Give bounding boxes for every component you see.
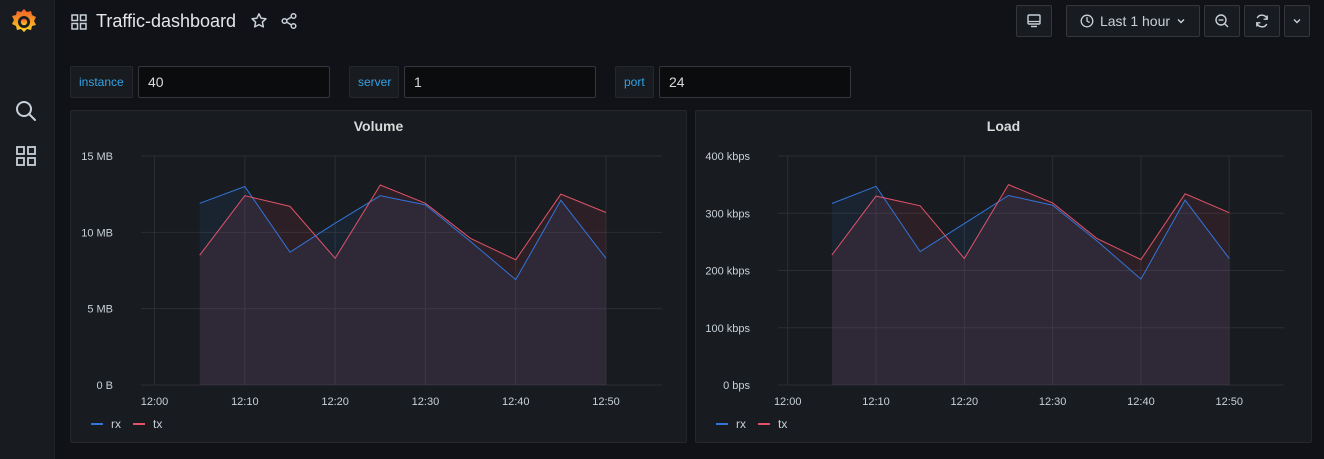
legend-label-rx: rx bbox=[111, 417, 121, 431]
x-tick-label: 12:20 bbox=[951, 396, 979, 408]
x-tick-label: 12:30 bbox=[1039, 396, 1067, 408]
legend-label-tx: tx bbox=[153, 417, 163, 431]
variable-input-port[interactable]: 24 bbox=[659, 66, 851, 98]
variable-input-instance[interactable]: 40 bbox=[138, 66, 330, 98]
star-icon[interactable] bbox=[250, 12, 268, 30]
dashboard-title[interactable]: Traffic-dashboard bbox=[96, 11, 237, 31]
series-line-rx bbox=[831, 185, 1230, 280]
panel-title[interactable]: Volume bbox=[353, 118, 404, 134]
y-tick-label: 100 kbps bbox=[705, 323, 750, 335]
panel-title[interactable]: Load bbox=[986, 118, 1021, 134]
load-chart: 0 bps 100 kbps 200 kbps 300 kbps 400 kbps 12:… bbox=[705, 151, 1284, 408]
x-tick-label: 12:20 bbox=[321, 396, 349, 408]
y-tick-label: 0 B bbox=[96, 380, 113, 392]
search-icon[interactable] bbox=[14, 99, 38, 123]
legend-swatch-rx bbox=[91, 423, 103, 425]
share-icon[interactable] bbox=[280, 12, 298, 30]
clock-icon bbox=[1080, 14, 1094, 28]
x-tick-label: 12:30 bbox=[412, 396, 440, 408]
time-range-label: Last 1 hour bbox=[1099, 13, 1171, 29]
x-tick-label: 12:40 bbox=[502, 396, 530, 408]
legend-swatch-tx bbox=[758, 423, 770, 425]
variable-label-server: server bbox=[349, 66, 399, 98]
y-tick-label: 0 bps bbox=[723, 380, 750, 392]
x-tick-label: 12:50 bbox=[592, 396, 620, 408]
series-area-rx bbox=[199, 186, 607, 385]
y-tick-label: 15 MB bbox=[81, 151, 113, 163]
y-tick-label: 300 kbps bbox=[705, 208, 750, 220]
legend-item-rx[interactable]: rx bbox=[716, 417, 746, 431]
x-tick-label: 12:10 bbox=[862, 396, 890, 408]
y-tick-label: 400 kbps bbox=[705, 151, 750, 163]
series-area-rx bbox=[831, 186, 1230, 385]
chevron-down-icon bbox=[1293, 19, 1301, 24]
variable-input-server[interactable]: 1 bbox=[404, 66, 596, 98]
legend-item-tx[interactable]: tx bbox=[133, 417, 162, 431]
zoom-out-icon bbox=[1215, 14, 1229, 28]
legend-label-rx: rx bbox=[736, 417, 746, 431]
volume-panel: Volume 0 B 5 MB 10 MB 15 MB 12:00 12:10 12:20 1… bbox=[70, 110, 687, 443]
series-line-rx bbox=[199, 185, 607, 281]
volume-chart: 0 B 5 MB 10 MB 15 MB 12:00 12:10 12:20 12:30 12:… bbox=[81, 151, 662, 408]
y-tick-label: 200 kbps bbox=[705, 266, 750, 278]
load-panel: Load 0 bps 100 kbps 200 kbps 300 kbps 400 kb… bbox=[695, 110, 1312, 443]
top-nav-bar: Traffic-dashboard Last 1 hour bbox=[54, 0, 1324, 46]
monitor-icon bbox=[1027, 14, 1041, 28]
tv-mode-button[interactable] bbox=[1016, 5, 1052, 37]
refresh-interval-dropdown[interactable] bbox=[1284, 5, 1310, 37]
variable-label-port: port bbox=[615, 66, 654, 98]
legend-label-tx: tx bbox=[778, 417, 788, 431]
time-range-picker[interactable]: Last 1 hour bbox=[1066, 5, 1200, 37]
dashboards-icon[interactable] bbox=[14, 144, 38, 168]
x-tick-label: 12:40 bbox=[1127, 396, 1155, 408]
chevron-down-icon bbox=[1177, 19, 1185, 24]
refresh-button[interactable] bbox=[1244, 5, 1280, 37]
sidebar bbox=[0, 0, 55, 459]
y-tick-label: 10 MB bbox=[81, 227, 113, 239]
x-tick-label: 12:10 bbox=[231, 396, 259, 408]
refresh-icon bbox=[1256, 14, 1268, 28]
legend-item-tx[interactable]: tx bbox=[758, 417, 787, 431]
zoom-out-button[interactable] bbox=[1204, 5, 1240, 37]
legend-item-rx[interactable]: rx bbox=[91, 417, 121, 431]
y-tick-label: 5 MB bbox=[87, 304, 113, 316]
legend-swatch-tx bbox=[133, 423, 145, 425]
x-tick-label: 12:00 bbox=[774, 396, 802, 408]
chart-legend: rx tx bbox=[91, 417, 162, 431]
series-line-tx bbox=[199, 184, 607, 261]
series-line-tx bbox=[831, 183, 1230, 261]
x-tick-label: 12:00 bbox=[141, 396, 169, 408]
series-area-tx bbox=[831, 184, 1230, 385]
x-tick-label: 12:50 bbox=[1215, 396, 1243, 408]
series-area-tx bbox=[199, 185, 607, 385]
chart-legend: rx tx bbox=[716, 417, 787, 431]
grafana-logo-icon[interactable] bbox=[8, 6, 40, 38]
legend-swatch-rx bbox=[716, 423, 728, 425]
dashboard-grid-icon bbox=[71, 14, 87, 30]
variable-label-instance: instance bbox=[70, 66, 133, 98]
